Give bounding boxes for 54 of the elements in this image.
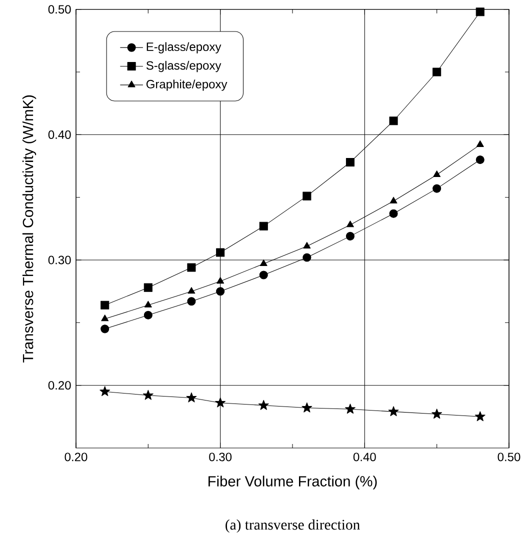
point: [144, 310, 152, 320]
point: [144, 300, 152, 308]
point: [216, 248, 225, 257]
point: [345, 404, 356, 414]
point: [101, 314, 109, 322]
point: [187, 263, 196, 272]
y-axis-title: Transverse Thermal Conductivity (W/mK): [22, 95, 36, 363]
point: [389, 209, 398, 218]
legend-label: E-glass/epoxy: [146, 42, 222, 54]
point: [302, 402, 312, 412]
legend-label: Graphite/epoxy: [146, 80, 228, 91]
point: [259, 270, 268, 280]
point: [186, 392, 197, 402]
point: [215, 397, 226, 408]
point: [432, 408, 442, 419]
point: [100, 300, 110, 310]
point: [259, 222, 268, 230]
point: [302, 253, 312, 262]
point: [346, 220, 354, 228]
x-tick-label: 0.30: [209, 452, 232, 462]
point: [303, 242, 311, 248]
y-tick-label: 0.50: [48, 5, 71, 14]
point: [302, 192, 312, 200]
point: [346, 232, 355, 240]
point: [474, 411, 486, 422]
point: [388, 406, 399, 416]
point: [187, 297, 196, 306]
y-tick-label: 0.40: [48, 130, 71, 139]
text: (a) transverse direction: [226, 519, 360, 533]
point: [144, 283, 152, 292]
point: [432, 184, 442, 193]
point: [476, 155, 484, 164]
point: [100, 386, 110, 396]
point: [142, 390, 154, 400]
x-axis-title: Fiber Volume Fraction (%): [208, 476, 377, 490]
point: [476, 140, 484, 147]
point: [476, 8, 484, 16]
point: [100, 324, 110, 334]
y-tick-label: 0.20: [48, 381, 71, 390]
point: [346, 158, 355, 167]
x-tick-label: 0.40: [353, 452, 376, 462]
legend-label: S-glass/epoxy: [146, 60, 222, 72]
point: [389, 116, 398, 126]
point: [216, 287, 225, 296]
point: [433, 170, 441, 178]
y-tick-label: 0.30: [48, 256, 71, 264]
point: [260, 259, 268, 266]
point: [216, 277, 224, 284]
x-tick-label: 0.20: [64, 452, 88, 462]
point: [188, 287, 196, 294]
x-tick-label: 0.50: [498, 452, 520, 462]
point: [390, 196, 398, 204]
point: [258, 400, 269, 410]
point: [432, 68, 442, 76]
